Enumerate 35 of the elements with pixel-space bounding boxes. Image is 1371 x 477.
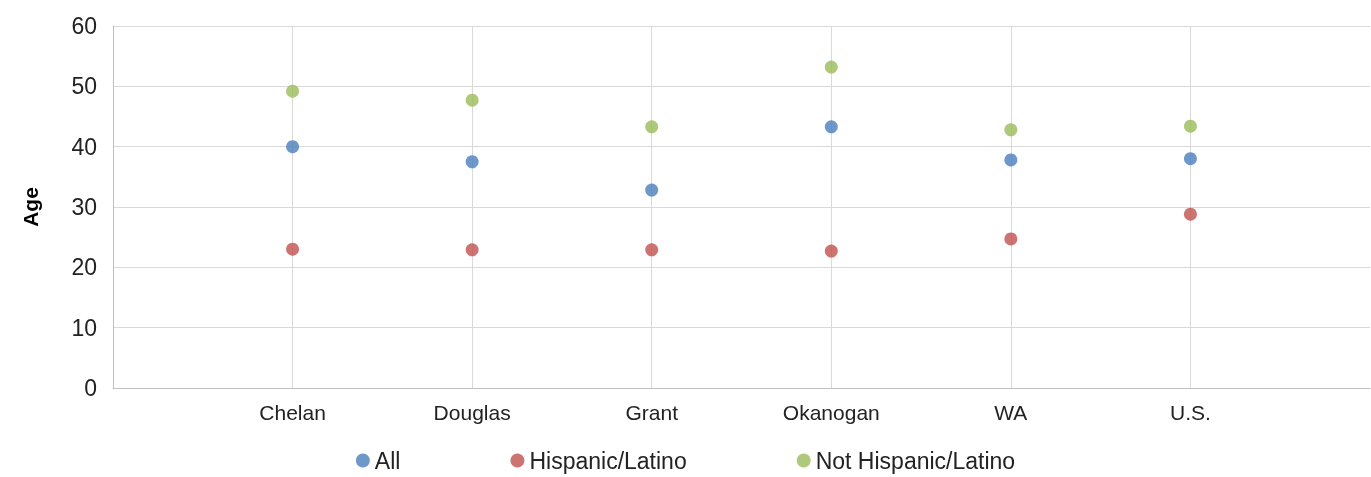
point xyxy=(1004,153,1018,167)
y-tick-label: 40 xyxy=(71,133,97,160)
y-tick-label: 30 xyxy=(71,194,97,220)
point xyxy=(645,183,659,197)
y-tick-label: 20 xyxy=(71,254,97,281)
point xyxy=(645,120,659,134)
y-tick-label: 10 xyxy=(71,314,97,341)
x-tick-label: WA xyxy=(994,401,1028,424)
x-tick-label: U.S. xyxy=(1170,401,1211,424)
point xyxy=(1183,207,1197,221)
point xyxy=(824,120,838,134)
point xyxy=(465,93,479,107)
point xyxy=(286,140,300,154)
legend-label: Hispanic/Latino xyxy=(529,447,687,474)
y-tick-label: 60 xyxy=(71,13,97,39)
y-axis-title: Age xyxy=(19,187,42,227)
point xyxy=(465,155,479,169)
legend-label: Not Hispanic/Latino xyxy=(815,447,1016,474)
point xyxy=(1183,152,1197,166)
point xyxy=(286,84,300,98)
y-tick-label: 50 xyxy=(71,73,97,100)
x-tick-label: Chelan xyxy=(259,401,326,424)
point xyxy=(824,60,838,74)
legend-label: All xyxy=(374,447,401,474)
point xyxy=(645,243,659,257)
point xyxy=(824,244,838,258)
point xyxy=(286,242,300,256)
y-tick-label: 0 xyxy=(84,375,97,401)
point xyxy=(465,243,479,257)
point xyxy=(1004,232,1018,246)
x-tick-label: Douglas xyxy=(433,401,511,424)
point xyxy=(1004,123,1018,137)
x-tick-label: Okanogan xyxy=(782,401,880,424)
x-tick-label: Grant xyxy=(625,401,679,424)
point xyxy=(1183,119,1197,133)
